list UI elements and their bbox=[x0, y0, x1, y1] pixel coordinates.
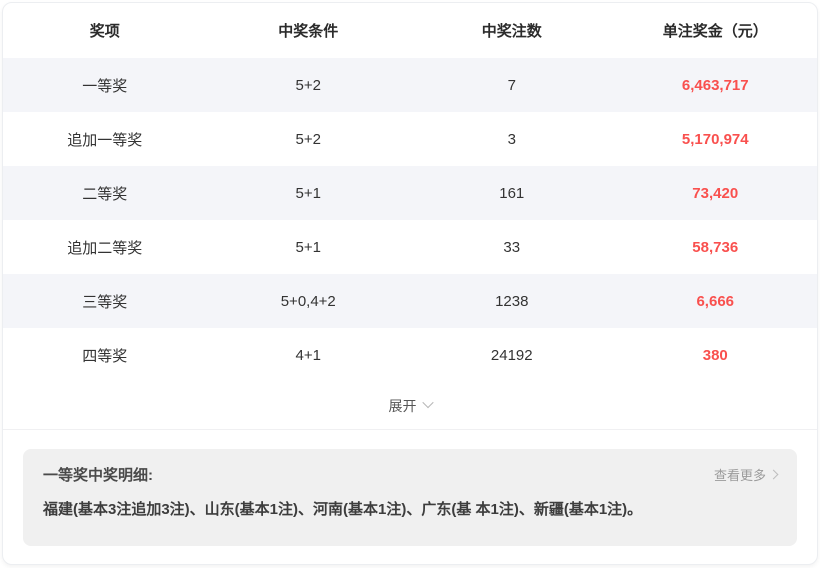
count-cell: 3 bbox=[507, 130, 516, 148]
column-header-amount: 单注奖金（元） bbox=[662, 23, 768, 40]
view-more-link[interactable]: 查看更多 bbox=[713, 465, 779, 484]
table-row: 二等奖 5+1 161 73,420 bbox=[3, 166, 817, 220]
prize-cell: 四等奖 bbox=[82, 347, 128, 365]
panel-header: 一等奖中奖明细: 查看更多 bbox=[43, 464, 779, 485]
table-row: 追加一等奖 5+2 3 5,170,974 bbox=[3, 112, 817, 166]
table-row: 三等奖 5+0,4+2 1238 6,666 bbox=[3, 274, 817, 328]
amount-cell: 6,666 bbox=[696, 292, 735, 310]
condition-cell: 5+2 bbox=[295, 130, 321, 148]
condition-cell: 5+0,4+2 bbox=[280, 292, 336, 310]
table-header-row: 奖项 中奖条件 中奖注数 单注奖金（元） bbox=[3, 3, 817, 58]
prize-table: 奖项 中奖条件 中奖注数 单注奖金（元） 一等奖 5+2 7 6,463,717… bbox=[3, 3, 817, 382]
amount-cell: 6,463,717 bbox=[681, 76, 749, 94]
column-header-condition: 中奖条件 bbox=[278, 23, 339, 40]
prize-cell: 追加二等奖 bbox=[67, 239, 143, 257]
chevron-right-icon bbox=[768, 469, 779, 480]
expand-label: 展开 bbox=[388, 397, 417, 414]
count-cell: 33 bbox=[503, 238, 521, 256]
prize-cell: 三等奖 bbox=[82, 293, 128, 311]
panel-detail-text: 福建(基本3注追加3注)、山东(基本1注)、河南(基本1注)、广东(基 本1注)… bbox=[43, 501, 643, 518]
expand-button[interactable]: 展开 bbox=[3, 382, 817, 430]
condition-cell: 5+2 bbox=[295, 76, 321, 94]
count-cell: 1238 bbox=[495, 292, 529, 310]
amount-cell: 380 bbox=[702, 346, 728, 364]
chevron-down-icon bbox=[421, 396, 434, 408]
table-row: 追加二等奖 5+1 33 58,736 bbox=[3, 220, 817, 274]
condition-cell: 5+1 bbox=[295, 184, 321, 202]
condition-cell: 4+1 bbox=[295, 346, 321, 364]
prize-cell: 追加一等奖 bbox=[67, 131, 143, 149]
amount-cell: 73,420 bbox=[692, 184, 739, 202]
first-prize-detail-panel: 一等奖中奖明细: 查看更多 福建(基本3注追加3注)、山东(基本1注)、河南(基… bbox=[23, 449, 797, 546]
amount-cell: 58,736 bbox=[692, 238, 739, 256]
prize-cell: 一等奖 bbox=[82, 77, 128, 95]
count-cell: 161 bbox=[499, 184, 525, 202]
count-cell: 24192 bbox=[490, 346, 533, 364]
amount-cell: 5,170,974 bbox=[681, 130, 749, 148]
table-row: 一等奖 5+2 7 6,463,717 bbox=[3, 58, 817, 112]
condition-cell: 5+1 bbox=[295, 238, 321, 256]
count-cell: 7 bbox=[507, 76, 516, 94]
prize-cell: 二等奖 bbox=[82, 185, 128, 203]
column-header-count: 中奖注数 bbox=[481, 23, 542, 40]
column-header-prize: 奖项 bbox=[89, 23, 120, 40]
table-row: 四等奖 4+1 24192 380 bbox=[3, 328, 817, 382]
view-more-label: 查看更多 bbox=[713, 468, 766, 483]
panel-title: 一等奖中奖明细: bbox=[43, 467, 153, 484]
